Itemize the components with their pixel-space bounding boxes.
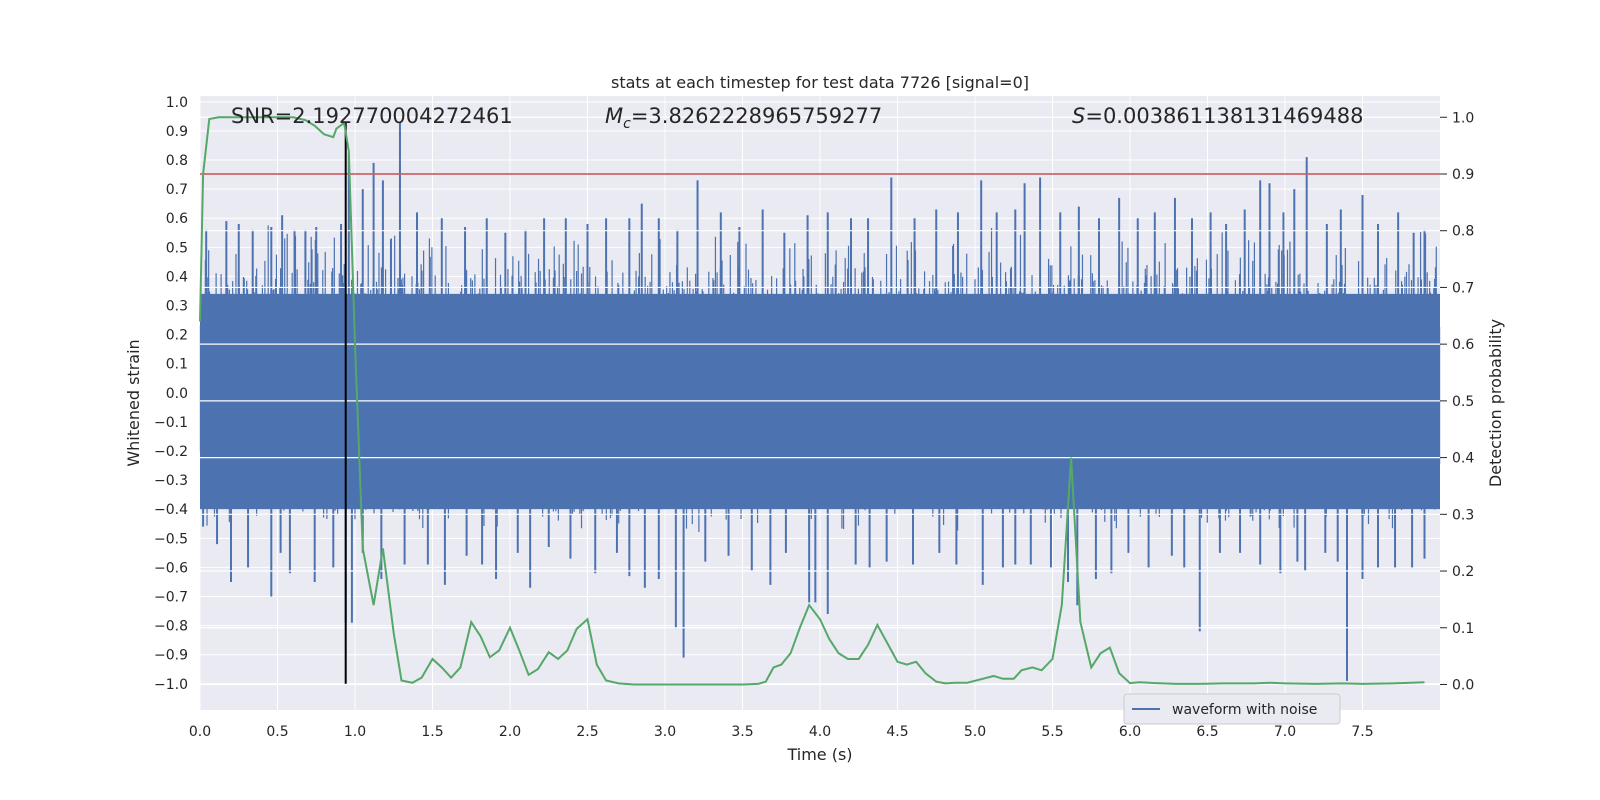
left-y-tick-label: 0.9 (166, 124, 188, 140)
x-tick-label: 1.5 (421, 724, 443, 740)
x-axis-label: Time (s) (786, 745, 852, 764)
waveform-series (199, 122, 1441, 681)
left-y-tick-label: −0.4 (154, 502, 188, 518)
left-y-tick-label: −0.6 (154, 560, 188, 576)
s-symbol: S (1072, 104, 1085, 128)
left-y-axis-ticks: 1.0 0.9 0.8 0.7 0.6 0.5 0.4 0.3 0.2 0.1 0.0 −0.1 −0.… (154, 95, 188, 693)
detection-probability-line (199, 116, 1425, 686)
left-y-tick-label: 0.0 (166, 386, 188, 402)
right-y-tick-label: 0.4 (1452, 451, 1474, 467)
x-tick-label: 0.0 (189, 724, 211, 740)
x-tick-label: 6.0 (1119, 724, 1141, 740)
x-tick-label: 2.5 (576, 724, 598, 740)
right-y-tick-label: 0.6 (1452, 337, 1474, 353)
right-y-tick-label: 0.9 (1452, 167, 1474, 183)
left-y-tick-label: 0.4 (166, 269, 188, 285)
x-tick-label: 4.0 (809, 724, 831, 740)
chart-title: stats at each timestep for test data 772… (611, 73, 1029, 92)
right-y-tick-label: 0.1 (1452, 621, 1474, 637)
x-tick-label: 5.0 (964, 724, 986, 740)
x-tick-label: 3.0 (654, 724, 676, 740)
left-y-tick-label: −0.5 (154, 531, 188, 547)
x-tick-label: 3.5 (731, 724, 753, 740)
right-y-tick-label: 0.0 (1452, 677, 1474, 693)
legend-label: waveform with noise (1172, 702, 1317, 718)
left-y-tick-label: −1.0 (154, 677, 188, 693)
legend: waveform with noise (1123, 693, 1341, 725)
right-y-axis-label: Detection probability (1486, 319, 1505, 487)
x-tick-label: 1.0 (344, 724, 366, 740)
x-axis-ticks: 0.0 0.5 1.0 1.5 2.0 2.5 3.0 3.5 4.0 4.5 5.0 5.5 6.0 6… (189, 724, 1374, 740)
x-tick-label: 5.5 (1041, 724, 1063, 740)
right-y-tick-label: 0.5 (1452, 394, 1474, 410)
snr-annotation: SNR=2.192770004272461 (231, 104, 513, 128)
left-y-tick-label: −0.9 (154, 648, 188, 664)
x-tick-label: 6.5 (1196, 724, 1218, 740)
left-y-tick-label: −0.8 (154, 619, 188, 635)
left-y-tick-label: 0.2 (166, 328, 188, 344)
left-y-tick-label: 0.6 (166, 211, 188, 227)
x-tick-label: 7.0 (1274, 724, 1296, 740)
left-y-tick-label: 0.8 (166, 153, 188, 169)
x-tick-label: 7.5 (1351, 724, 1373, 740)
chirp-mass-subscript: c (623, 116, 631, 132)
right-y-tick-label: 0.7 (1452, 280, 1474, 296)
left-y-tick-label: 0.1 (166, 357, 188, 373)
left-y-axis-label: Whitened strain (124, 339, 143, 466)
right-y-tick-label: 0.8 (1452, 224, 1474, 240)
x-tick-label: 0.5 (266, 724, 288, 740)
waveform-core (200, 293, 1440, 510)
left-y-tick-label: 0.3 (166, 299, 188, 315)
chirp-mass-symbol: M (605, 104, 623, 128)
left-y-tick-label: −0.3 (154, 473, 188, 489)
left-y-tick-label: 1.0 (166, 95, 188, 111)
left-y-tick-label: −0.2 (154, 444, 188, 460)
left-y-tick-label: 0.5 (166, 240, 188, 256)
left-y-tick-label: 0.7 (166, 182, 188, 198)
right-y-tick-label: 0.2 (1452, 564, 1474, 580)
right-y-tick-label: 1.0 (1452, 110, 1474, 126)
x-tick-label: 4.5 (886, 724, 908, 740)
s-annotation: S=0.003861138131469488 (1072, 104, 1363, 128)
chirp-mass-value: =3.8262228965759277 (631, 104, 882, 128)
s-value: =0.003861138131469488 (1085, 104, 1363, 128)
right-y-axis-ticks: 1.0 0.9 0.8 0.7 0.6 0.5 0.4 0.3 0.2 0.1 0.0 (1440, 110, 1474, 693)
right-y-tick-label: 0.3 (1452, 507, 1474, 523)
x-tick-label: 2.0 (499, 724, 521, 740)
legend-box (1123, 693, 1341, 725)
left-y-tick-label: −0.7 (154, 590, 188, 606)
chirp-mass-annotation: Mc=3.8262228965759277 (605, 104, 882, 132)
left-y-tick-label: −0.1 (154, 415, 188, 431)
